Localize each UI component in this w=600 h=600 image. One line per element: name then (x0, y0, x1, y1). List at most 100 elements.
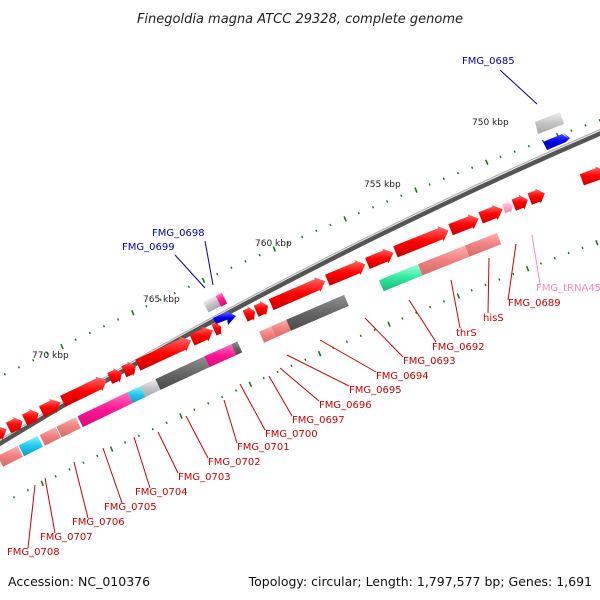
gene-label-thrs[interactable]: thrS (456, 328, 477, 339)
scale-tick-major (485, 159, 489, 166)
leader-fmg-0689 (507, 243, 517, 301)
scale-ticks-inner (12, 239, 599, 499)
gene-label-fmg-0701[interactable]: FMG_0701 (237, 442, 290, 453)
scale-tick-major (131, 310, 135, 316)
gene-feature-box (56, 417, 81, 438)
gene-feature-box (464, 233, 502, 257)
gene-label-fmg-trna45[interactable]: FMG_tRNA45 (536, 283, 600, 294)
gene-label-fmg-0706[interactable]: FMG_0706 (72, 517, 125, 528)
gene-labels: FMG_0685 FMG_0698 FMG_0699 FMG_tRNA45 FM… (7, 56, 600, 558)
map-title: Finegoldia magna ATCC 29328, complete ge… (137, 12, 463, 27)
scale-tick-minor (216, 272, 219, 276)
scale-tick-minor (173, 291, 176, 295)
gene-label-fmg-0694[interactable]: FMG_0694 (376, 371, 429, 382)
gene-feature-cds (242, 306, 256, 322)
gene-feature-cds (211, 321, 222, 336)
scale-tick-minor (373, 328, 376, 332)
gene-feature-box (18, 436, 43, 457)
leader-fmg-0698 (204, 240, 214, 286)
leader-fmg-0700 (239, 383, 266, 431)
gene-features (0, 112, 600, 467)
gene-label-fmg-0695[interactable]: FMG_0695 (349, 385, 402, 396)
gene-label-fmg-0689[interactable]: FMG_0689 (508, 298, 561, 309)
genome-summary-text: Topology: circular; Length: 1,797,577 bp… (248, 574, 592, 589)
scale-tick-minor (428, 183, 431, 186)
gene-label-fmg-0705[interactable]: FMG_0705 (104, 502, 157, 513)
gene-feature-cds (253, 300, 269, 317)
scale-tick-major (414, 187, 418, 193)
gene-feature-trna (502, 201, 513, 214)
gene-feature-cds (527, 188, 545, 205)
scale-tick-minor (359, 334, 362, 338)
gene-label-fmg-0703[interactable]: FMG_0703 (178, 472, 231, 483)
scale-tick-minor (137, 434, 141, 438)
scale-tick-major (60, 343, 64, 350)
scale-tick-minor (567, 251, 570, 255)
leader-fmg-0692 (408, 299, 437, 343)
scale-tick-minor (151, 427, 154, 431)
scale-tick-minor (386, 200, 389, 203)
gene-feature-cds (325, 260, 366, 286)
scale-tick-minor (68, 468, 71, 471)
scale-tick-major (201, 277, 206, 284)
gene-feature-fmg-0685-arrow (543, 132, 570, 150)
gene-label-fmg-0693[interactable]: FMG_0693 (403, 356, 456, 367)
scale-tick-major (595, 239, 599, 246)
gene-label-fmg-0698[interactable]: FMG_0698 (152, 228, 205, 239)
scale-tick-minor (541, 139, 545, 143)
gene-feature-cds (393, 226, 449, 258)
scale-tick-major (272, 246, 277, 252)
gene-label-fmg-0708[interactable]: FMG_0708 (7, 547, 60, 558)
leader-fmg-0702 (185, 415, 209, 459)
gene-label-fmg-0704[interactable]: FMG_0704 (135, 487, 188, 498)
scale-label-760: 760 kbp (255, 239, 292, 249)
gene-feature-cds (22, 409, 39, 426)
gene-label-fmg-0696[interactable]: FMG_0696 (319, 400, 372, 411)
scale-tick-major (317, 350, 322, 357)
gene-feature-box (0, 445, 23, 467)
scale-tick-minor (442, 300, 446, 303)
gene-feature-cds (135, 336, 191, 371)
gene-label-hiss[interactable]: hisS (483, 313, 504, 324)
scale-tick-minor (46, 352, 49, 355)
scale-tick-minor (513, 150, 516, 153)
leader-fmg-0704 (133, 436, 151, 489)
scale-label-755: 755 kbp (364, 180, 401, 190)
gene-feature-box (259, 326, 277, 343)
gene-feature-fmg-0698-box (203, 295, 221, 313)
gene-feature-fmg-0699-arrow (213, 312, 229, 324)
gene-feature-cds (39, 399, 61, 417)
scale-tick-minor (581, 246, 584, 250)
scale-tick-minor (371, 205, 375, 209)
leader-fmg-0703 (157, 431, 179, 474)
scale-tick-minor (3, 372, 7, 376)
scale-tick-minor (88, 331, 91, 335)
gene-feature-cds (5, 417, 23, 434)
scale-tick-minor (74, 338, 77, 342)
gene-label-fmg-0692[interactable]: FMG_0692 (432, 342, 485, 353)
gene-feature-box (39, 427, 61, 446)
gene-feature-cds (268, 277, 326, 311)
scale-tick-minor (102, 324, 106, 328)
gene-label-fmg-0700[interactable]: FMG_0700 (265, 429, 318, 440)
label-leader-lines (27, 69, 541, 549)
gene-label-fmg-0697[interactable]: FMG_0697 (292, 415, 345, 426)
scale-tick-minor (570, 129, 573, 132)
scale-tick-minor (553, 256, 556, 260)
scale-tick-minor (304, 358, 307, 362)
scale-tick-major (179, 413, 183, 419)
scale-tick-minor (471, 166, 474, 170)
gene-label-fmg-0685[interactable]: FMG_0685 (462, 56, 515, 67)
leader-fmg-0693 (364, 317, 404, 358)
gene-label-fmg-0702[interactable]: FMG_0702 (208, 457, 261, 468)
scale-tick-minor (159, 298, 162, 302)
leader-fmg-0695 (286, 354, 350, 387)
leader-fmg-0697 (268, 375, 293, 417)
gene-label-fmg-0699[interactable]: FMG_0699 (122, 242, 175, 253)
scale-tick-minor (220, 395, 224, 399)
leader-hiss (487, 257, 490, 314)
gene-feature-fmg-0698-magenta (215, 292, 228, 307)
leader-fmg-trna45 (531, 234, 541, 285)
scale-tick-minor (187, 285, 191, 289)
gene-label-fmg-0707[interactable]: FMG_0707 (40, 532, 93, 543)
